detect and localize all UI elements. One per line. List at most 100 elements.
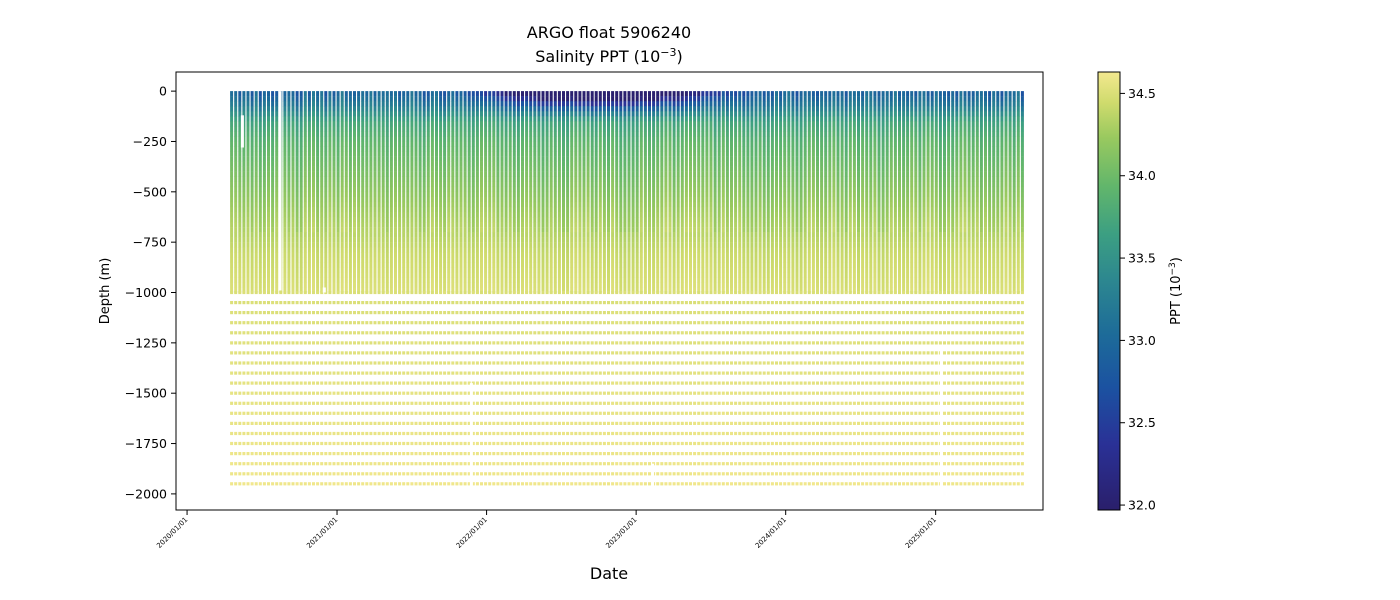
salinity-point: [516, 301, 520, 305]
salinity-cell: [307, 227, 311, 233]
salinity-cell: [414, 131, 418, 137]
salinity-cell: [414, 121, 418, 127]
salinity-point: [455, 482, 459, 486]
salinity-cell: [562, 96, 565, 102]
salinity-point: [562, 472, 565, 476]
salinity-cell: [562, 131, 565, 137]
salinity-point: [463, 311, 467, 315]
salinity-cell: [258, 156, 262, 162]
salinity-cell: [340, 222, 344, 228]
salinity-point: [369, 331, 373, 335]
salinity-cell: [406, 247, 410, 253]
salinity-cell: [254, 121, 258, 127]
salinity-cell: [439, 176, 443, 182]
salinity-point: [287, 301, 291, 305]
salinity-cell: [357, 106, 361, 112]
salinity-point: [414, 452, 418, 456]
salinity-point: [320, 290, 324, 295]
salinity-cell: [496, 126, 500, 132]
salinity-cell: [504, 121, 508, 127]
salinity-point: [336, 462, 340, 466]
salinity-cell: [283, 242, 287, 248]
salinity-point: [459, 411, 463, 415]
salinity-cell: [295, 227, 299, 233]
salinity-cell: [287, 206, 291, 213]
salinity-cell: [508, 191, 512, 198]
salinity-cell: [525, 106, 529, 112]
salinity-cell: [316, 116, 320, 122]
salinity-cell: [328, 287, 332, 293]
salinity-point: [566, 371, 570, 375]
salinity-point: [557, 421, 561, 425]
salinity-point: [250, 462, 254, 466]
salinity-cell: [525, 136, 529, 142]
salinity-cell: [570, 101, 574, 107]
salinity-point: [230, 381, 234, 385]
salinity-point: [283, 441, 287, 446]
salinity-cell: [394, 287, 397, 293]
salinity-point: [394, 441, 397, 446]
salinity-point: [381, 391, 385, 395]
salinity-cell: [512, 111, 516, 117]
salinity-cell: [406, 196, 410, 203]
salinity-cell: [369, 237, 373, 243]
salinity-point: [324, 421, 328, 425]
salinity-cell: [435, 136, 438, 142]
salinity-point: [394, 431, 397, 436]
salinity-cell: [553, 267, 557, 273]
salinity-cell: [418, 116, 422, 122]
salinity-cell: [381, 141, 385, 147]
salinity-point: [291, 331, 295, 335]
salinity-cell: [451, 201, 455, 208]
salinity-point: [549, 301, 553, 305]
salinity-cell: [529, 201, 533, 208]
salinity-cell: [549, 181, 553, 188]
salinity-point: [381, 411, 385, 415]
salinity-cell: [439, 237, 443, 243]
salinity-cell: [389, 121, 393, 127]
salinity-point: [307, 341, 311, 345]
salinity-cell: [508, 287, 512, 293]
salinity-cell: [455, 171, 459, 177]
salinity-point: [467, 482, 471, 486]
salinity-cell: [258, 121, 262, 127]
salinity-point: [418, 462, 422, 466]
salinity-cell: [271, 222, 275, 228]
salinity-point: [459, 421, 463, 425]
salinity-cell: [484, 267, 488, 273]
salinity-point: [287, 401, 291, 405]
salinity-cell: [525, 232, 529, 238]
salinity-cell: [471, 196, 475, 203]
salinity-cell: [549, 166, 553, 172]
salinity-cell: [430, 146, 434, 152]
salinity-cell: [283, 206, 287, 213]
salinity-cell: [283, 101, 287, 107]
salinity-cell: [320, 227, 324, 233]
salinity-cell: [521, 91, 524, 97]
salinity-point: [455, 361, 459, 365]
salinity-cell: [529, 166, 533, 172]
salinity-cell: [488, 247, 492, 253]
salinity-cell: [254, 191, 258, 198]
salinity-cell: [344, 257, 348, 263]
salinity-cell: [299, 212, 303, 218]
salinity-cell: [562, 277, 565, 283]
salinity-point: [455, 472, 459, 476]
salinity-cell: [361, 247, 365, 253]
salinity-cell: [508, 252, 512, 258]
salinity-cell: [336, 277, 340, 283]
salinity-cell: [422, 151, 426, 157]
salinity-point: [537, 331, 541, 335]
salinity-cell: [246, 121, 250, 127]
salinity-point: [283, 351, 287, 355]
salinity-cell: [463, 272, 467, 278]
salinity-cell: [463, 161, 467, 167]
salinity-point: [545, 290, 549, 295]
salinity-cell: [455, 146, 459, 152]
salinity-cell: [328, 191, 332, 198]
salinity-point: [508, 441, 512, 446]
salinity-cell: [475, 191, 479, 198]
salinity-cell: [312, 222, 315, 228]
salinity-cell: [291, 217, 295, 223]
salinity-cell: [262, 186, 266, 193]
